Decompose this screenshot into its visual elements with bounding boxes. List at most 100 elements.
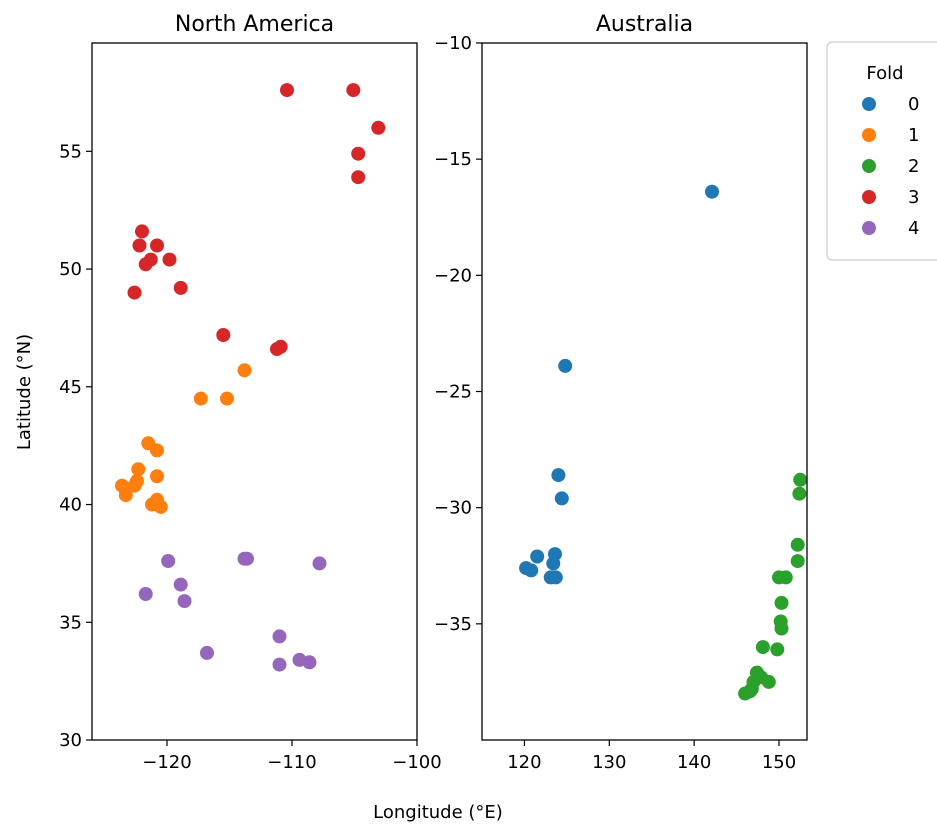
data-point	[162, 252, 177, 267]
series-fold-1	[115, 363, 252, 514]
x-tick-label: −100	[392, 752, 441, 773]
y-tick-label: 55	[59, 141, 82, 162]
panel-north-america: North America −120 −110 −100 30 35 40 45 50 55	[59, 12, 442, 773]
x-tick-label: 130	[592, 752, 626, 773]
data-point	[131, 462, 146, 477]
data-point	[161, 554, 176, 568]
data-point	[237, 363, 252, 378]
x-axis-label: Longitude (°E)	[373, 802, 503, 823]
data-point	[774, 595, 789, 610]
axes-frame	[481, 42, 808, 741]
data-point	[177, 594, 192, 609]
series-fold-3	[127, 83, 386, 357]
legend-marker	[862, 190, 876, 204]
y-axis-label: Latitude (°N)	[14, 334, 35, 450]
legend: Fold 0 1 2 3 4	[826, 41, 937, 261]
panels-layer: North America −120 −110 −100 30 35 40 45 50 55 Aus…	[59, 12, 808, 773]
data-point	[761, 674, 776, 689]
series-fold-0	[519, 184, 719, 585]
data-point	[132, 238, 147, 253]
data-point	[778, 570, 793, 585]
data-point	[346, 83, 361, 98]
data-point	[135, 224, 149, 239]
legend-entry: 1	[862, 125, 919, 146]
legend-marker	[862, 159, 876, 173]
legend-entry: 0	[862, 94, 919, 115]
x-tick-label: 150	[762, 752, 796, 773]
data-point	[524, 563, 539, 578]
data-point	[193, 391, 208, 406]
data-point	[551, 468, 566, 483]
y-tick-label: 35	[59, 612, 82, 633]
data-point	[793, 472, 808, 487]
y-tick-label: 30	[59, 730, 82, 751]
data-point	[351, 146, 366, 161]
data-point	[554, 491, 569, 506]
data-point	[738, 686, 753, 701]
data-point	[138, 587, 153, 601]
data-point	[548, 570, 563, 585]
data-point	[792, 486, 807, 501]
y-tick-label: −15	[434, 149, 472, 170]
data-point	[127, 478, 142, 493]
y-tick-label: −35	[434, 614, 472, 635]
y-tick-label: −20	[434, 265, 472, 286]
legend-entries: 0 1 2 3 4	[862, 94, 919, 239]
legend-title: Fold	[866, 63, 903, 84]
legend-label: 2	[908, 156, 919, 177]
legend-marker	[862, 128, 876, 142]
y-tick-label: −10	[434, 33, 472, 54]
data-point	[770, 642, 785, 657]
y-tick-label: 50	[59, 259, 82, 280]
series-fold-4	[138, 551, 327, 672]
data-point	[530, 549, 545, 564]
panel-title: North America	[175, 12, 334, 37]
data-point	[280, 83, 294, 98]
x-tick-label: 140	[677, 752, 711, 773]
data-point	[150, 238, 164, 253]
y-tick-label: −30	[434, 498, 472, 519]
legend-label: 1	[908, 125, 919, 146]
data-point	[272, 657, 287, 672]
legend-label: 0	[908, 94, 919, 115]
data-point	[312, 556, 327, 571]
legend-marker	[862, 221, 876, 235]
x-tick-label: −110	[267, 752, 316, 773]
data-point	[173, 280, 188, 295]
data-point	[118, 488, 133, 503]
legend-frame	[826, 41, 937, 261]
data-point	[143, 252, 158, 267]
data-point	[272, 629, 287, 644]
y-tick-label: 45	[59, 377, 82, 398]
y-tick-label: 40	[59, 495, 82, 516]
data-point	[351, 170, 366, 185]
data-point	[153, 499, 168, 514]
data-point	[173, 577, 188, 592]
legend-entry: 2	[862, 156, 919, 177]
axes-frame	[91, 42, 418, 741]
legend-entry: 3	[862, 187, 919, 208]
data-point	[150, 443, 164, 458]
y-tick-label: −25	[434, 382, 472, 403]
series-fold-2	[738, 472, 808, 701]
data-point	[790, 537, 805, 552]
data-point	[200, 645, 214, 660]
data-point	[127, 285, 142, 300]
x-tick-label: −120	[142, 752, 191, 773]
data-point	[755, 640, 770, 655]
data-point	[273, 339, 288, 354]
data-point	[790, 554, 805, 569]
data-point	[371, 120, 386, 135]
x-tick-label: 120	[507, 752, 541, 773]
data-point	[558, 358, 573, 373]
legend-label: 3	[908, 187, 919, 208]
data-point	[150, 469, 164, 484]
data-point	[240, 551, 254, 566]
data-point	[220, 391, 234, 406]
legend-marker	[862, 97, 876, 111]
panel-australia: Australia 120 130 140 150 −10 −15 −20 −25 −30 −35	[434, 12, 808, 773]
data-point	[216, 328, 231, 342]
data-point	[546, 556, 561, 571]
